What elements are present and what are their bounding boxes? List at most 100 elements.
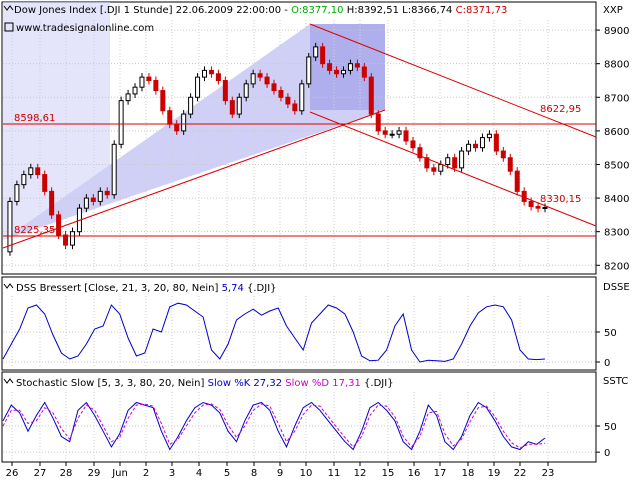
x-tick-label: 22 (514, 468, 527, 479)
x-axis: 26 27 28 29 Jun 2 3 4 5 8 9 10 11 12 15 16 17 18 19 22 23 (6, 462, 554, 479)
candle-body (500, 150, 506, 159)
level-label-2: 8225,35 (14, 225, 55, 236)
range-shade (3, 2, 110, 240)
candle-body (535, 205, 541, 209)
x-tick-label: 12 (354, 468, 367, 479)
candle-body (188, 96, 194, 115)
candle-body (278, 90, 284, 98)
candle-body (396, 130, 402, 135)
dss-wave-icon (3, 283, 14, 289)
price-grid (3, 20, 596, 272)
dss-series-line (2, 302, 546, 363)
candle-body (493, 133, 499, 152)
candle-body (56, 214, 62, 236)
candle-body (466, 143, 472, 152)
x-tick-label: 18 (462, 468, 475, 479)
candle-body (514, 170, 520, 192)
candle-body (21, 174, 27, 186)
candle-body (215, 73, 221, 81)
candle-body (445, 157, 451, 165)
candle-body (202, 69, 208, 78)
y-tick-label: 8900 (604, 26, 629, 37)
dss-lines (2, 302, 546, 363)
candle-body (417, 147, 423, 159)
y-tick-label: 8400 (604, 194, 629, 205)
price-candles (7, 42, 548, 256)
y-tick-label: 0 (604, 448, 610, 459)
candle-body (146, 76, 152, 81)
dss-suffix: {.DJI} (244, 283, 277, 294)
candle-body (486, 133, 492, 139)
stoch-wave-icon (3, 378, 14, 384)
candle-body (361, 66, 367, 78)
candle-body (424, 157, 430, 169)
candle-body (160, 90, 166, 112)
x-tick-label: 27 (34, 468, 47, 479)
y-tick-label: 8700 (604, 93, 629, 104)
x-tick-label: 15 (382, 468, 395, 479)
x-tick-label: 26 (6, 468, 19, 479)
candle-body (389, 133, 395, 136)
candle-body (403, 130, 409, 142)
candle-body (63, 234, 69, 246)
x-tick-label: 9 (277, 468, 283, 479)
candle-body (195, 76, 201, 98)
dss-value: 5,74 (222, 283, 244, 294)
support-trendline (2, 109, 386, 249)
candle-body (42, 174, 48, 192)
candle-body (35, 167, 41, 176)
candle-body (111, 143, 117, 196)
dss-panel (1, 276, 597, 371)
candle-body (90, 197, 96, 202)
dss-title-text: DSS Bressert [Close, 21, 3, 20, 80, Nein… (16, 283, 222, 294)
candle-body (49, 190, 55, 216)
candle-body (382, 130, 388, 135)
stoch-grid (3, 392, 596, 460)
candle-body (452, 157, 458, 169)
low-value: L:8366,74 (402, 5, 452, 16)
candle-body (264, 76, 270, 85)
y-tick-label: 8200 (604, 261, 629, 272)
candle-body (292, 103, 298, 112)
candle-body (473, 143, 479, 149)
candle-body (347, 63, 353, 71)
stoch-title-text: Stochastic Slow [5, 3, 3, 80, 20, Nein] (16, 378, 208, 389)
candle-body (542, 206, 548, 209)
x-tick-label: 19 (488, 468, 501, 479)
dss-scale-label: DSSE (603, 282, 630, 293)
stoch-title: Stochastic Slow [5, 3, 3, 80, 20, Nein] … (16, 378, 394, 389)
candle-body (271, 83, 277, 92)
candle-body (479, 137, 485, 149)
x-tick-label: 5 (224, 468, 230, 479)
x-tick-label: 16 (408, 468, 421, 479)
candle-body (354, 63, 360, 68)
stoch-scale-label: SSTC (603, 376, 628, 387)
candle-body (528, 200, 534, 207)
candle-body (97, 190, 103, 202)
candle-body (320, 46, 326, 65)
indicator-wave-icon (3, 5, 14, 11)
candle-body (181, 113, 187, 132)
candle-body (14, 184, 20, 202)
candle-body (438, 163, 444, 172)
candle-body (236, 96, 242, 115)
symbol-text: Dow Jones Index [.DJI 1 Stunde] 22.06.20… (14, 5, 291, 16)
x-tick-label: 11 (328, 468, 341, 479)
channel-label-lower: 8330,15 (540, 194, 581, 205)
stoch-k-line (2, 401, 546, 451)
candle-body (459, 150, 465, 169)
dss-grid (3, 296, 596, 368)
x-tick-label: 2 (143, 468, 149, 479)
candle-body (306, 56, 312, 85)
candle-body (313, 46, 319, 58)
y-tick-label: 8600 (604, 127, 629, 138)
y-tick-label: 50 (604, 422, 617, 433)
y-tick-label: 0 (604, 358, 610, 369)
x-tick-label: 29 (88, 468, 101, 479)
dss-title: DSS Bressert [Close, 21, 3, 20, 80, Nein… (16, 283, 277, 294)
dss-y-axis: 0 50 (596, 328, 617, 369)
price-scale-label: XXP (603, 5, 623, 16)
candle-body (431, 167, 437, 172)
candle-body (229, 100, 235, 115)
